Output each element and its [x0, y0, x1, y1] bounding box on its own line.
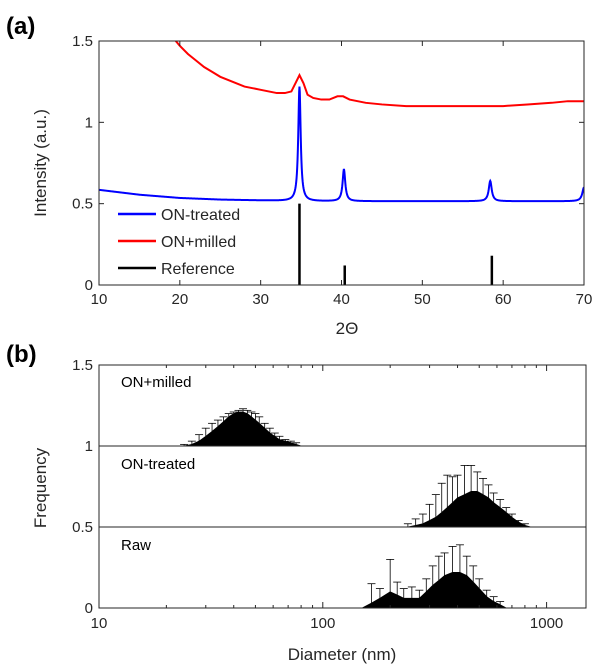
panel-letter-b: (b) — [6, 341, 37, 368]
panel-b-xlabel: Diameter (nm) — [288, 645, 397, 664]
area-raw — [362, 571, 507, 609]
area-on-treated — [407, 490, 531, 528]
panel-b-ytick-label-1: 0.5 — [72, 519, 93, 536]
panel-a-xtick-label-20: 20 — [171, 291, 188, 308]
legend: ON-treated ON+milled Reference — [118, 207, 240, 278]
panel-b-label-on-treated: ON-treated — [121, 456, 195, 473]
panel-a-xtick-label-60: 60 — [495, 291, 512, 308]
panel-b-xtick-label-1000: 1000 — [530, 615, 563, 632]
panel-a-xtick-label-10: 10 — [91, 291, 108, 308]
panel-a-xtick-label-40: 40 — [333, 291, 350, 308]
panel-b-axes-box — [98, 364, 587, 609]
panel-b-ytick-label-0: 0 — [85, 600, 93, 617]
panel-b-ylabel: Frequency — [31, 447, 50, 528]
panel-a-ytick-label-1: 0.5 — [72, 196, 93, 213]
panel-a-ylabel: Intensity (a.u.) — [31, 109, 50, 217]
series-line-on-treated — [99, 86, 584, 203]
panel-b-xtick-label-100: 100 — [310, 615, 335, 632]
panel-b-xtick-label-10: 10 — [91, 615, 108, 632]
panel-b-ytick-label-2: 1 — [85, 438, 93, 455]
panel-a-xtick-label-70: 70 — [576, 291, 593, 308]
panel-a-xtick-label-50: 50 — [414, 291, 431, 308]
panel-a-plot: 10 20 30 40 50 60 70 0 0.5 1 1.5 — [72, 33, 592, 308]
panel-b-ytick-label-3: 1.5 — [72, 357, 93, 374]
legend-label-on-treated: ON-treated — [161, 207, 240, 224]
panel-b-plot: 10 100 1000 0 0.5 1 1.5 — [72, 357, 587, 632]
panel-a-ytick-label-0: 0 — [85, 277, 93, 294]
panel-a-ytick-label-2: 1 — [85, 114, 93, 131]
legend-label-reference: Reference — [161, 261, 235, 278]
panel-letter-a: (a) — [6, 13, 35, 40]
series-line-on-milled — [175, 41, 584, 108]
panel-a-ytick-label-3: 1.5 — [72, 33, 93, 50]
panel-a-xtick-label-30: 30 — [252, 291, 269, 308]
area-on-milled — [184, 411, 302, 447]
panel-a-xlabel: 2Θ — [336, 319, 359, 338]
panel-b-label-on-milled: ON+milled — [121, 374, 191, 391]
legend-label-on-milled: ON+milled — [161, 234, 236, 251]
panel-b-label-raw: Raw — [121, 537, 151, 554]
